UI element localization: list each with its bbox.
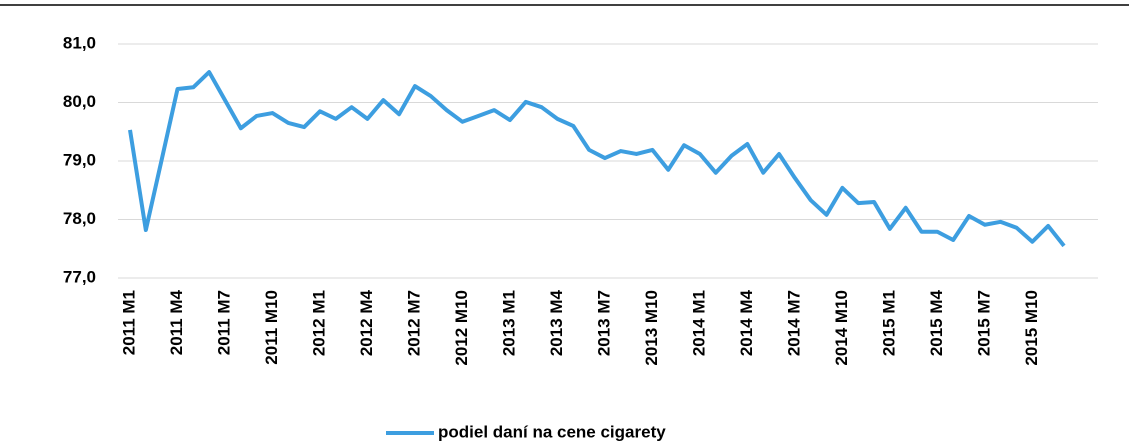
x-tick-label: 2013 M1 [499,290,518,356]
x-tick-label: 2015 M10 [1022,290,1041,366]
y-tick-label: 79,0 [63,150,96,169]
x-tick-label: 2014 M7 [784,290,803,356]
y-tick-label: 77,0 [63,267,96,286]
data-line [128,70,1066,248]
y-tick-label: 81,0 [63,33,96,52]
y-tick-label: 80,0 [63,92,96,111]
x-tick-label: 2015 M7 [974,290,993,356]
x-tick-label: 2011 M10 [262,290,281,365]
x-tick-label: 2012 M7 [404,290,423,356]
x-tick-label: 2013 M7 [594,290,613,356]
legend-label: podiel daní na cene cigarety [438,422,666,441]
y-tick-label: 78,0 [63,209,96,228]
x-tick-label: 2013 M4 [547,289,566,356]
x-tick-label: 2011 M4 [167,289,186,355]
x-tick-label: 2012 M1 [309,290,328,356]
x-tick-label: 2011 M7 [214,290,233,355]
x-tick-label: 2014 M10 [832,290,851,366]
x-tick-label: 2012 M10 [452,290,471,366]
x-tick-label: 2015 M1 [879,290,898,356]
x-tick-label: 2012 M4 [357,289,376,356]
x-tick-label: 2014 M1 [689,290,708,356]
x-tick-label: 2013 M10 [642,290,661,366]
x-tick-label: 2014 M4 [737,289,756,356]
x-tick-label: 2011 M1 [119,290,138,355]
x-tick-label: 2015 M4 [927,289,946,356]
